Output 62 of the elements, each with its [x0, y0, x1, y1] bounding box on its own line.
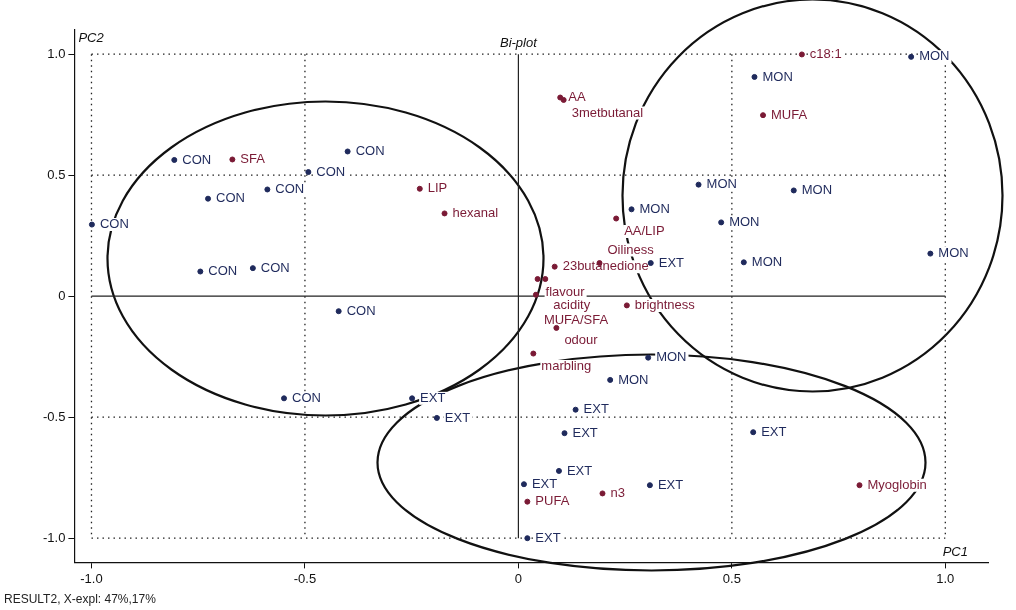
annotation: Oiliness [607, 241, 655, 257]
annotation: CON [292, 389, 321, 405]
annotation: Myoglobin [867, 476, 927, 492]
annotation: MON [729, 213, 760, 229]
y-tick-label: 0 [58, 287, 66, 303]
annotation: EXT [535, 529, 561, 545]
annotation: CON [99, 216, 129, 232]
annotation: hexanal [452, 205, 499, 221]
x-tick-label: -1.0 [80, 570, 103, 586]
annotation: EXT [531, 475, 558, 491]
annotation: EXT [761, 423, 787, 439]
annotation: MON [938, 245, 969, 261]
annotation: SFA [240, 151, 266, 167]
annotation: MON [801, 182, 833, 198]
x-tick-label: 0.5 [722, 570, 741, 586]
text: RESULT2, X-expl: 47%,17% [4, 592, 156, 606]
annotation: 3metbutanal [571, 104, 644, 120]
annotation: EXT [583, 401, 609, 417]
annotation: MON [706, 176, 737, 192]
y-tick-label: -1.0 [42, 529, 66, 545]
annotation: CON [355, 143, 385, 159]
annotation: marbling [541, 358, 592, 374]
annotation: CON [182, 151, 212, 167]
annotation: EXT [572, 424, 598, 440]
annotation: CON [208, 263, 238, 279]
annotation: MUFA [771, 106, 808, 122]
annotation: AA/LIP [624, 223, 665, 239]
annotation: MON [751, 253, 783, 269]
y-tick-label: 0.5 [47, 166, 66, 182]
annotation: odour [564, 332, 599, 348]
annotation: CON [216, 190, 245, 206]
y-tick-label: -0.5 [42, 408, 66, 424]
annotation: CON [346, 302, 376, 318]
annotation: CON [260, 259, 290, 275]
annotation: EXT [658, 254, 685, 270]
x-axis-title: PC1 [942, 543, 968, 559]
annotation: AA [568, 89, 586, 105]
x-tick-label: 1.0 [936, 570, 955, 586]
annotation: flavour [545, 283, 586, 299]
annotation: EXT [657, 476, 684, 492]
annotation: PUFA [535, 493, 570, 509]
x-tick-label: 0 [514, 570, 523, 586]
annotation: CON [316, 163, 346, 179]
annotation: brightness [634, 296, 696, 312]
chart-title: Bi-plot [499, 35, 539, 51]
annotation: n3 [610, 485, 625, 501]
annotation: c18:1 [809, 46, 842, 62]
annotation: EXT [566, 462, 593, 478]
annotation: EXT [420, 389, 446, 405]
y-tick-label: 1.0 [47, 45, 66, 61]
annotation: LIP [427, 180, 448, 196]
annotation: EXT [444, 409, 471, 425]
annotation: MON [762, 68, 793, 84]
annotation: MON [618, 371, 649, 387]
annotation: MON [656, 349, 687, 365]
y-axis-title: PC2 [78, 30, 105, 46]
x-tick-label: -0.5 [293, 570, 317, 586]
annotation: MON [639, 200, 670, 216]
annotation: MON [919, 48, 950, 64]
annotation: MUFA/SFA [543, 312, 609, 328]
annotation: acidity [553, 296, 591, 312]
annotation: CON [275, 181, 305, 197]
